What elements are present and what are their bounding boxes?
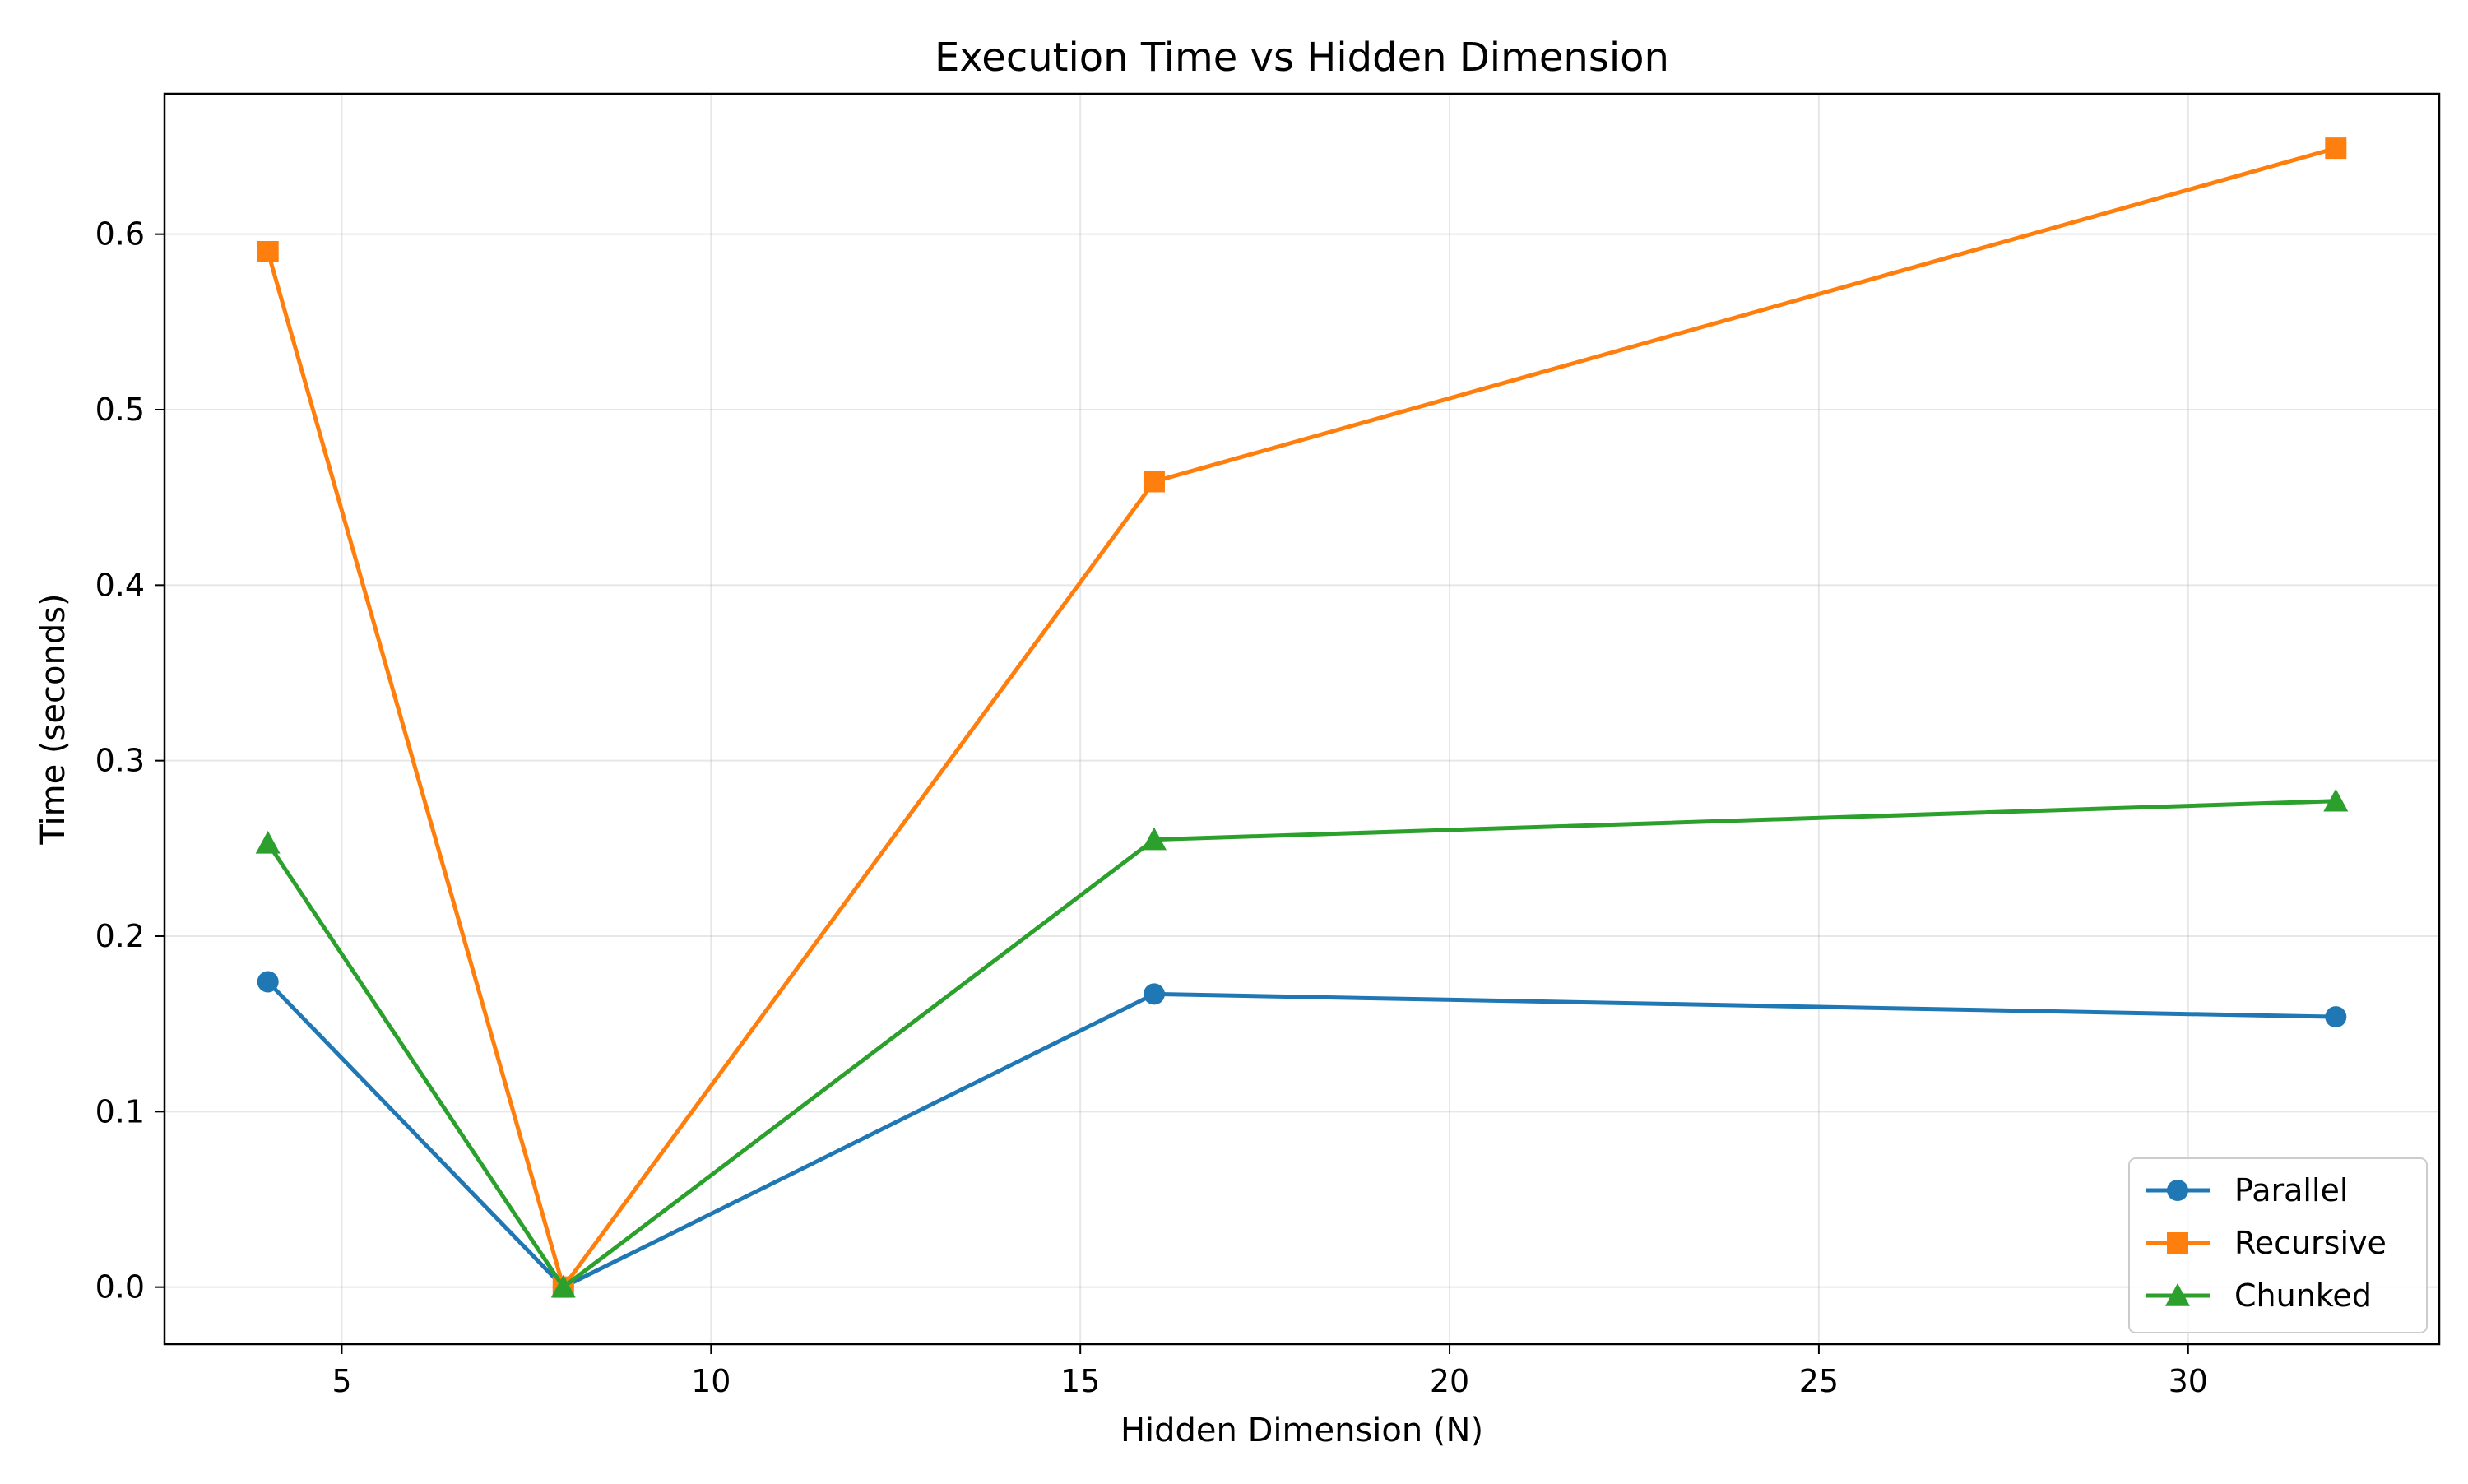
data-point-chunked	[550, 1274, 576, 1298]
data-point-recursive	[2325, 137, 2347, 160]
series-line-recursive	[265, 146, 2339, 1290]
legend-item-recursive: Recursive	[2146, 1225, 2387, 1261]
y-tick-label: 0.5	[95, 392, 145, 428]
legend-item-parallel: Parallel	[2146, 1172, 2348, 1208]
x-tick-label: 15	[1060, 1363, 1100, 1399]
legend-label: Recursive	[2234, 1225, 2387, 1261]
legend-marker-chunked	[2165, 1283, 2190, 1306]
x-tick-label: 20	[1430, 1363, 1469, 1399]
x-axis-title: Hidden Dimension (N)	[1120, 1412, 1483, 1449]
data-point-recursive	[1143, 471, 1165, 493]
y-axis-title: Time (seconds)	[35, 593, 72, 845]
legend: Parallel Recursive Chunked	[2128, 1157, 2428, 1333]
y-tick-label: 0.4	[95, 567, 145, 603]
y-tick-label: 0.2	[95, 918, 145, 954]
y-tick-label: 0.0	[95, 1269, 145, 1305]
x-tick-label: 10	[691, 1363, 731, 1399]
data-point-parallel	[1143, 983, 1165, 1005]
x-tick-label: 25	[1799, 1363, 1839, 1399]
plot-area-frame	[163, 92, 2441, 1346]
series-line-chunked	[265, 799, 2338, 1290]
chart-title: Execution Time vs Hidden Dimension	[935, 35, 1669, 81]
legend-marker-parallel	[2167, 1180, 2188, 1201]
legend-label: Chunked	[2234, 1278, 2372, 1314]
y-tick-label: 0.1	[95, 1093, 145, 1129]
y-tick-label: 0.3	[95, 743, 145, 779]
y-tick-label: 0.6	[95, 216, 145, 253]
series-parallel	[257, 971, 2347, 1298]
grid-layer	[165, 94, 2439, 1344]
data-point-chunked	[2323, 788, 2349, 812]
series-chunked	[255, 788, 2349, 1298]
data-point-chunked	[1141, 827, 1167, 851]
legend-marker-recursive	[2167, 1232, 2188, 1254]
series-recursive	[257, 137, 2347, 1298]
data-point-parallel	[257, 971, 279, 993]
legend-label: Parallel	[2234, 1172, 2348, 1208]
data-point-chunked	[255, 830, 281, 854]
series-layer	[255, 137, 2349, 1298]
x-tick-label: 30	[2169, 1363, 2208, 1399]
data-point-recursive	[257, 241, 279, 262]
data-point-parallel	[2325, 1006, 2347, 1028]
legend-item-chunked: Chunked	[2146, 1278, 2372, 1314]
series-line-parallel	[265, 978, 2338, 1290]
x-tick-label: 5	[332, 1363, 351, 1399]
ticks-layer: 5 10 15 20 25 30 0.0 0.1 0.2 0.3 0.4 0.5 0.6	[95, 216, 2208, 1399]
legend-box	[2128, 1157, 2428, 1333]
